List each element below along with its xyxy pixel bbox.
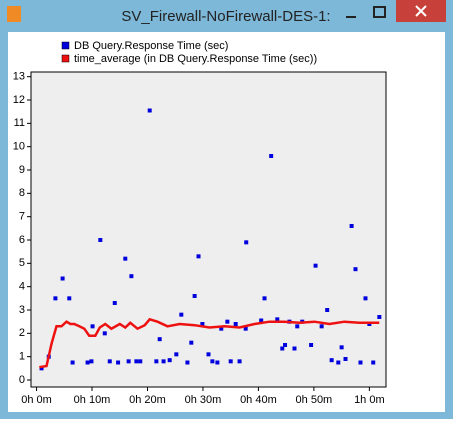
data-point bbox=[210, 359, 215, 364]
y-tick-label: 2 bbox=[19, 327, 25, 339]
plot-area bbox=[30, 71, 387, 388]
data-point bbox=[161, 359, 166, 364]
data-point bbox=[358, 360, 363, 365]
data-point bbox=[349, 224, 354, 228]
data-point bbox=[107, 359, 112, 364]
data-point bbox=[98, 238, 103, 242]
y-tick-label: 6 bbox=[19, 234, 25, 246]
data-point bbox=[179, 312, 184, 317]
data-point bbox=[206, 352, 211, 357]
data-point bbox=[343, 357, 348, 361]
data-point bbox=[134, 359, 139, 364]
data-point bbox=[292, 346, 297, 351]
data-point bbox=[200, 322, 205, 326]
y-tick-label: 12 bbox=[13, 94, 25, 106]
data-point bbox=[377, 315, 382, 319]
data-point bbox=[371, 360, 376, 365]
legend-label: time_average (in DB Query.Response Time … bbox=[74, 53, 317, 65]
x-tick-label: 0h 20m bbox=[129, 394, 166, 406]
data-point bbox=[123, 256, 128, 261]
legend-swatch bbox=[61, 41, 70, 50]
data-point bbox=[138, 359, 143, 364]
x-tick-label: 0h 30m bbox=[185, 394, 222, 406]
data-point bbox=[225, 319, 230, 324]
window-title: SV_Firewall-NoFirewall-DES-1: bbox=[121, 8, 330, 25]
data-point bbox=[174, 352, 179, 357]
data-point bbox=[269, 154, 274, 158]
data-point bbox=[157, 337, 162, 342]
data-point bbox=[67, 296, 72, 301]
data-point bbox=[363, 296, 368, 301]
data-point bbox=[112, 301, 117, 305]
data-point bbox=[39, 366, 44, 371]
maximize-button[interactable] bbox=[373, 6, 386, 18]
y-tick-label: 1 bbox=[19, 351, 25, 363]
data-point bbox=[280, 346, 285, 351]
y-tick-label: 8 bbox=[19, 187, 25, 199]
data-point bbox=[147, 108, 152, 113]
data-point bbox=[244, 240, 249, 245]
data-point bbox=[325, 308, 330, 312]
y-tick-label: 10 bbox=[13, 141, 25, 153]
y-tick-label: 5 bbox=[19, 257, 25, 269]
data-point bbox=[85, 360, 90, 365]
x-tick-label: 0h 0m bbox=[21, 394, 52, 406]
data-point bbox=[53, 296, 58, 301]
data-point bbox=[237, 359, 242, 364]
data-point bbox=[60, 276, 65, 281]
data-point bbox=[262, 296, 267, 301]
data-point bbox=[339, 345, 344, 350]
x-tick-label: 0h 50m bbox=[296, 394, 333, 406]
data-point bbox=[319, 324, 324, 329]
data-point bbox=[196, 254, 201, 259]
data-point bbox=[309, 343, 314, 347]
data-point bbox=[295, 324, 300, 329]
x-tick-label: 1h 0m bbox=[354, 394, 385, 406]
y-tick-label: 9 bbox=[19, 164, 25, 176]
data-point bbox=[219, 326, 224, 331]
data-point bbox=[283, 343, 288, 347]
data-point bbox=[129, 274, 134, 279]
x-tick-label: 0h 10m bbox=[74, 394, 111, 406]
data-point bbox=[167, 358, 172, 363]
data-point bbox=[185, 360, 190, 365]
data-point bbox=[215, 360, 220, 365]
data-point bbox=[233, 322, 238, 326]
y-tick-label: 3 bbox=[19, 304, 25, 316]
data-point bbox=[102, 331, 107, 336]
data-point bbox=[126, 359, 131, 364]
data-point bbox=[189, 340, 194, 345]
y-tick-label: 4 bbox=[19, 281, 25, 293]
y-tick-label: 7 bbox=[19, 211, 25, 223]
data-point bbox=[313, 263, 318, 268]
app-icon bbox=[7, 6, 21, 22]
data-point bbox=[353, 267, 358, 272]
data-point bbox=[90, 324, 95, 329]
data-point bbox=[336, 360, 341, 365]
data-point bbox=[89, 359, 94, 364]
legend-swatch bbox=[61, 54, 70, 63]
data-point bbox=[275, 317, 280, 322]
data-point bbox=[116, 360, 121, 365]
data-point bbox=[192, 294, 197, 298]
legend-label: DB Query.Response Time (sec) bbox=[74, 40, 228, 52]
average-line bbox=[39, 317, 380, 369]
y-tick-label: 0 bbox=[19, 374, 25, 386]
x-tick-label: 0h 40m bbox=[240, 394, 277, 406]
y-tick-label: 11 bbox=[14, 117, 25, 129]
data-point bbox=[70, 360, 75, 365]
y-tick-label: 13 bbox=[13, 71, 25, 83]
data-point bbox=[243, 326, 248, 331]
data-point bbox=[228, 359, 233, 364]
data-point bbox=[154, 359, 159, 364]
data-point bbox=[259, 318, 264, 323]
data-point bbox=[329, 358, 334, 363]
close-icon bbox=[415, 5, 427, 17]
